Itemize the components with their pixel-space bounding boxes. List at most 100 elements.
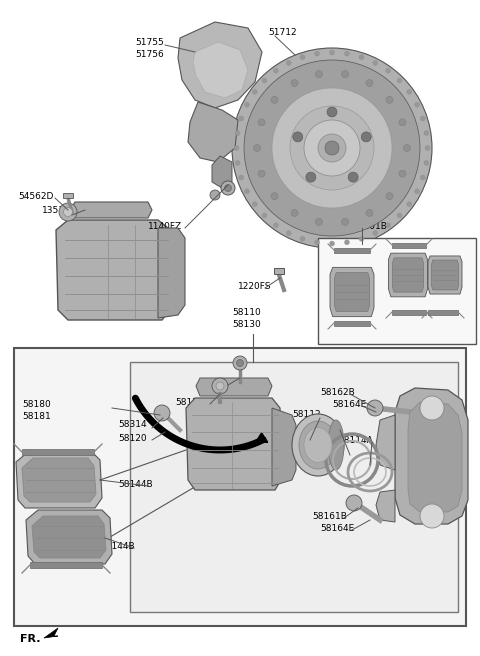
Bar [130, 362, 458, 612]
Circle shape [397, 78, 402, 83]
Circle shape [424, 131, 429, 136]
Circle shape [314, 51, 320, 56]
Circle shape [315, 218, 323, 226]
Circle shape [237, 359, 243, 367]
Circle shape [386, 96, 393, 103]
Circle shape [258, 119, 265, 126]
Polygon shape [272, 408, 296, 486]
Circle shape [420, 504, 444, 528]
Circle shape [385, 68, 391, 73]
Polygon shape [26, 510, 112, 564]
Text: 58112: 58112 [292, 410, 321, 419]
Text: 58101B: 58101B [352, 222, 387, 231]
Circle shape [291, 209, 298, 216]
Circle shape [235, 131, 240, 136]
Polygon shape [178, 22, 262, 108]
Ellipse shape [328, 420, 344, 470]
Circle shape [262, 78, 267, 83]
Circle shape [425, 146, 430, 150]
Circle shape [306, 172, 316, 182]
Circle shape [386, 193, 393, 199]
Circle shape [244, 60, 420, 236]
Circle shape [366, 209, 373, 216]
Circle shape [291, 79, 298, 87]
Circle shape [366, 79, 373, 87]
Circle shape [404, 144, 410, 152]
Text: 54562D: 54562D [18, 192, 53, 201]
Circle shape [210, 190, 220, 200]
Circle shape [232, 48, 432, 248]
Text: 58181: 58181 [22, 412, 51, 421]
Text: 58120: 58120 [118, 434, 146, 443]
Circle shape [252, 89, 257, 94]
Polygon shape [432, 260, 458, 290]
Circle shape [327, 107, 337, 117]
Circle shape [300, 236, 305, 241]
Circle shape [373, 60, 378, 66]
Text: 51712: 51712 [268, 28, 297, 37]
Polygon shape [70, 202, 152, 218]
Polygon shape [395, 388, 468, 524]
Polygon shape [22, 458, 96, 502]
Polygon shape [376, 490, 395, 522]
Text: 1140FZ: 1140FZ [148, 222, 182, 231]
Circle shape [359, 54, 364, 60]
Circle shape [345, 51, 349, 56]
Polygon shape [44, 628, 58, 638]
Text: 58161B: 58161B [312, 512, 347, 521]
Circle shape [415, 189, 420, 194]
Bar [22, 449, 94, 455]
Polygon shape [388, 253, 428, 297]
Circle shape [286, 231, 291, 236]
Text: 58164E: 58164E [332, 400, 366, 409]
Circle shape [420, 116, 425, 121]
Text: 58125: 58125 [175, 398, 204, 407]
Circle shape [274, 68, 278, 73]
Polygon shape [16, 452, 102, 508]
Circle shape [253, 144, 261, 152]
Text: 58144B: 58144B [118, 480, 153, 489]
Circle shape [235, 161, 240, 165]
Bar [318, 238, 476, 344]
Polygon shape [428, 256, 462, 294]
Circle shape [315, 71, 323, 77]
Circle shape [373, 231, 378, 236]
Text: 51756: 51756 [135, 50, 164, 59]
Circle shape [234, 146, 239, 150]
Circle shape [239, 116, 244, 121]
Circle shape [345, 240, 349, 245]
Text: 58162B: 58162B [320, 388, 355, 397]
Bar [334, 321, 370, 326]
Circle shape [329, 241, 335, 246]
Polygon shape [408, 402, 462, 512]
Bar [274, 268, 284, 274]
Text: 58180: 58180 [22, 400, 51, 409]
Bar [14, 348, 466, 626]
Circle shape [258, 170, 265, 177]
Circle shape [286, 60, 291, 66]
Circle shape [348, 172, 358, 182]
Polygon shape [158, 228, 185, 318]
Circle shape [399, 119, 406, 126]
Circle shape [304, 120, 360, 176]
Bar [392, 243, 426, 248]
Polygon shape [376, 415, 395, 470]
Polygon shape [56, 220, 170, 320]
Circle shape [420, 396, 444, 420]
Text: 58110: 58110 [232, 308, 261, 317]
Circle shape [361, 132, 371, 142]
Text: 58163B: 58163B [198, 378, 233, 387]
Circle shape [424, 161, 429, 165]
Circle shape [271, 96, 278, 103]
Circle shape [293, 132, 303, 142]
Circle shape [274, 223, 278, 228]
Circle shape [233, 356, 247, 370]
Polygon shape [392, 258, 424, 292]
Circle shape [399, 170, 406, 177]
Circle shape [342, 218, 348, 226]
Circle shape [239, 175, 244, 180]
Bar [428, 310, 458, 315]
Circle shape [407, 89, 412, 94]
Circle shape [244, 189, 250, 194]
Circle shape [221, 181, 235, 195]
